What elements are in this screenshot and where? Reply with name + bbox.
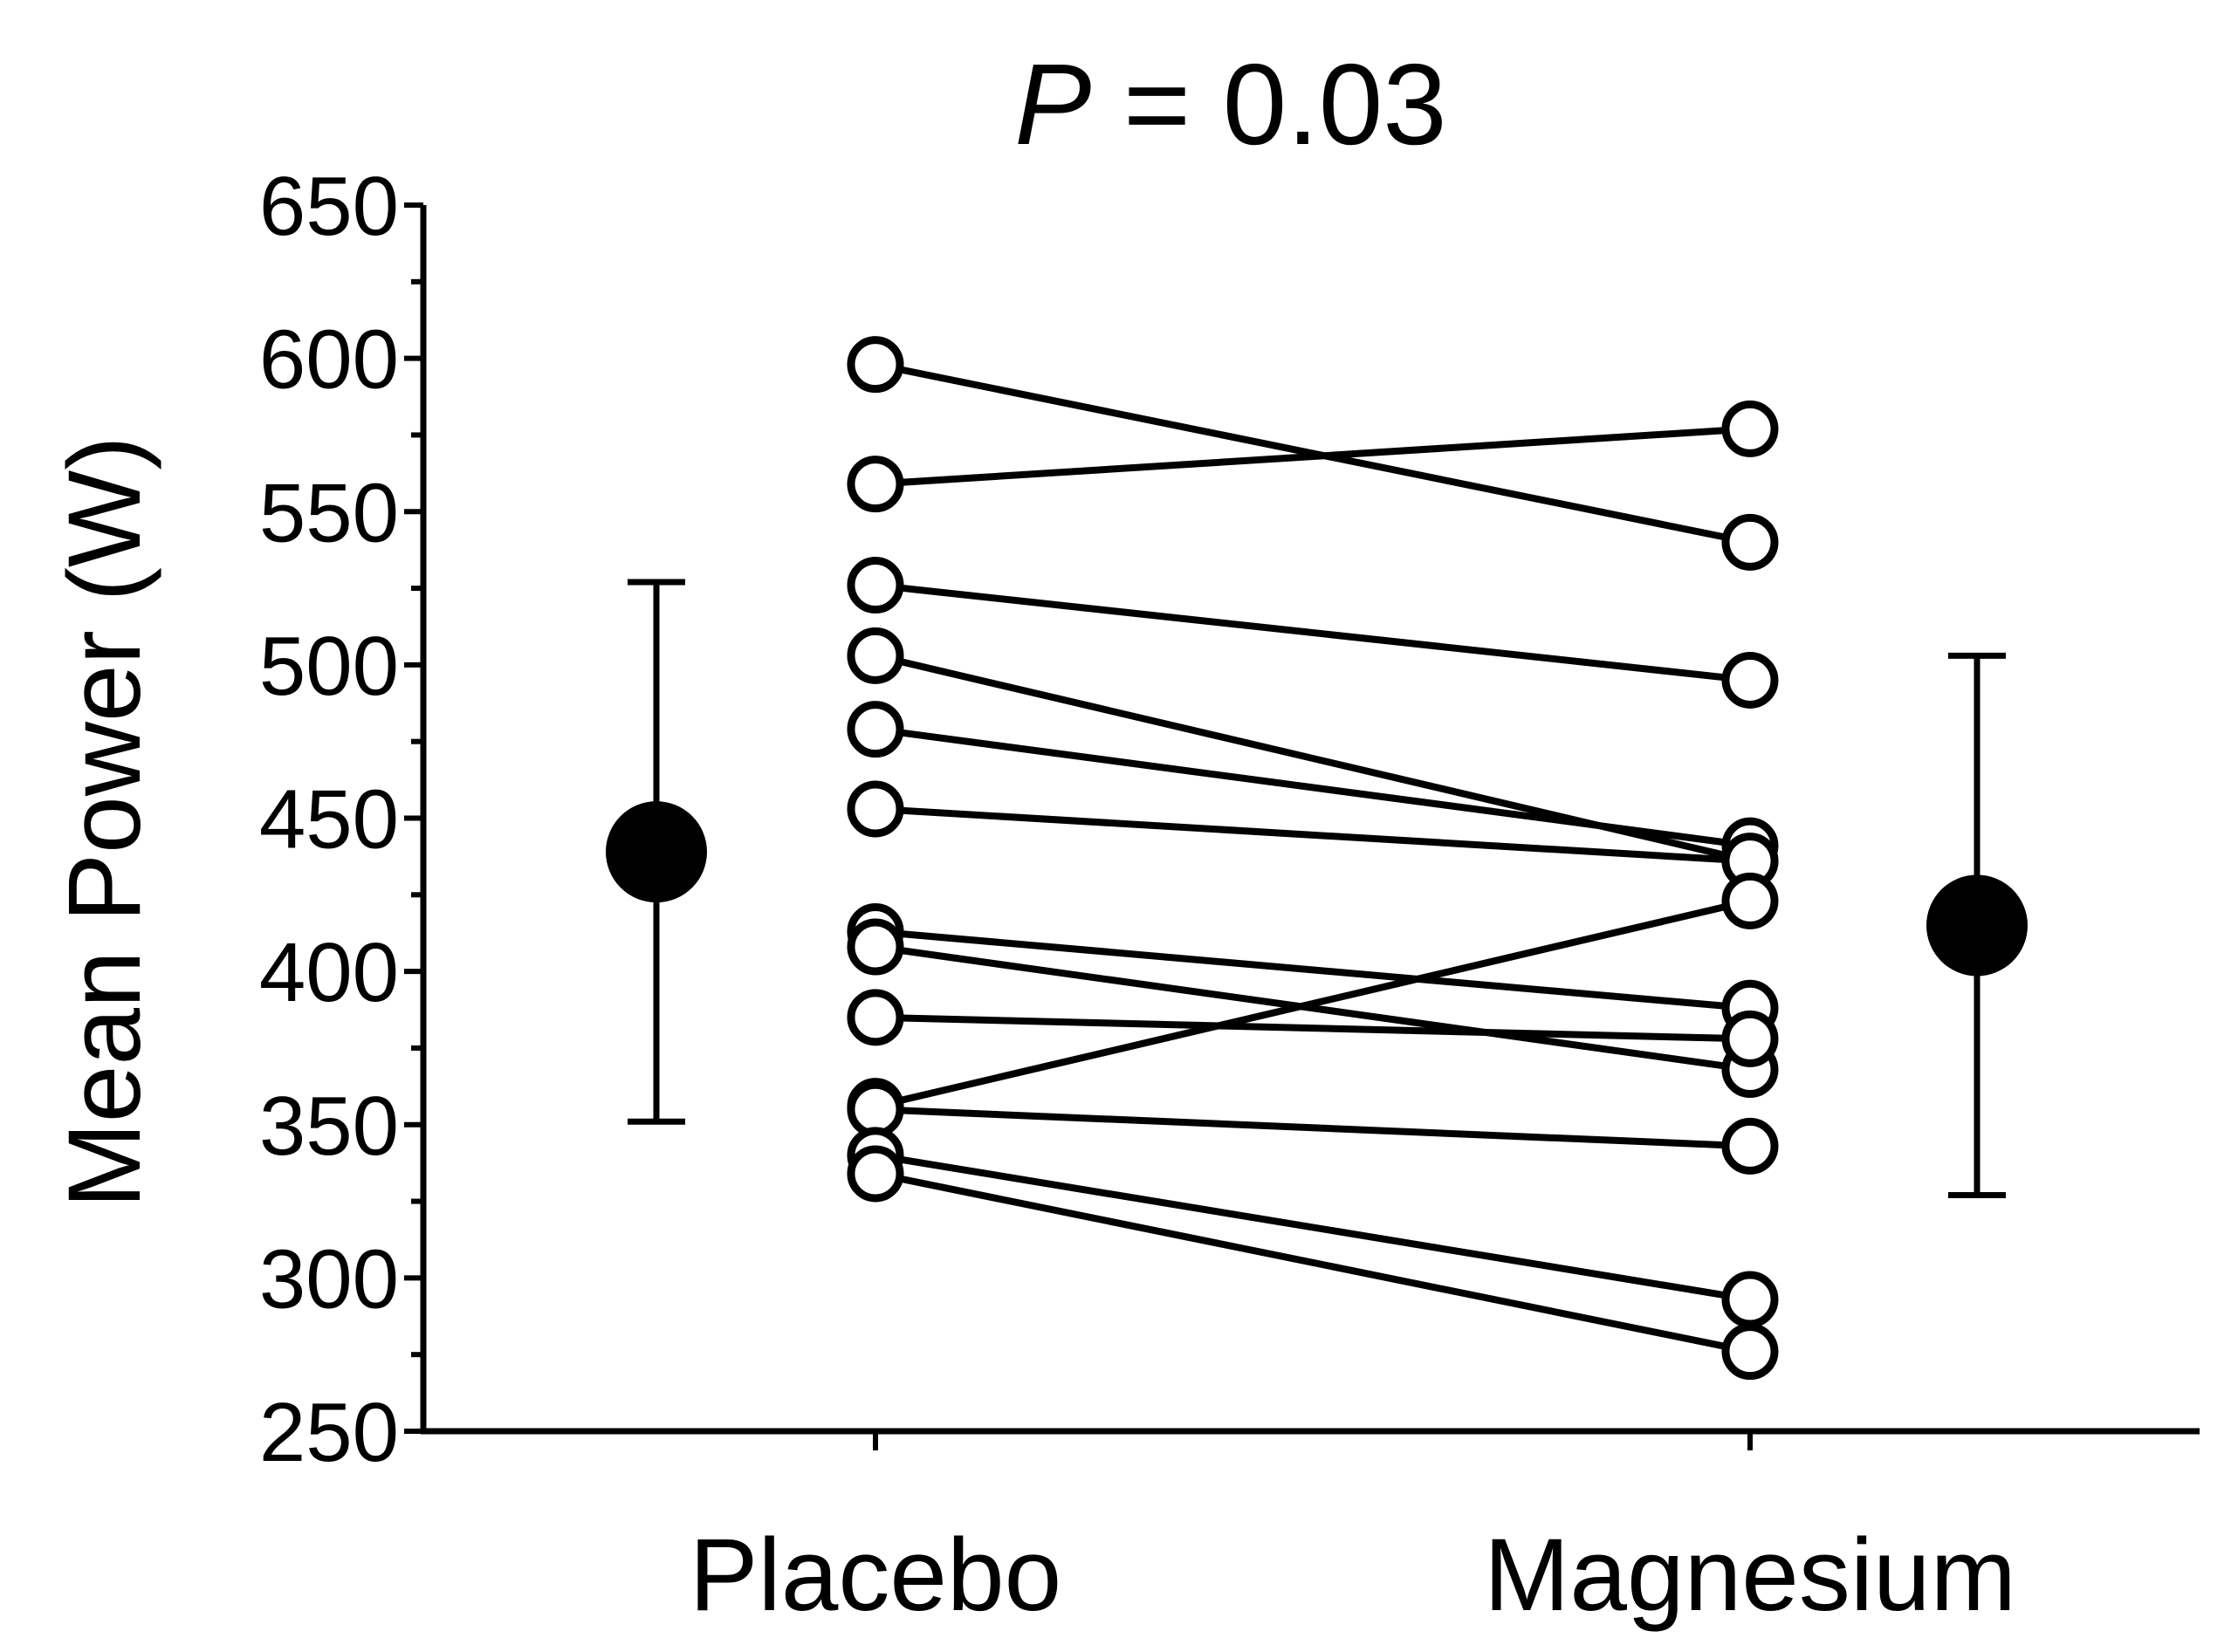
magnesium-point-10: [1721, 872, 1779, 929]
chart-title: P = 0.03: [1014, 40, 1446, 168]
magnesium-mean-point: [1926, 874, 2028, 977]
subject-line-7: [875, 928, 1751, 1012]
subject-line-6: [875, 805, 1751, 865]
subject-line-5: [875, 725, 1751, 850]
subject-line-11: [875, 1106, 1751, 1150]
placebo-point-4: [847, 627, 904, 684]
y-tick-label: 300: [259, 1232, 399, 1326]
placebo-point-3: [847, 557, 904, 614]
placebo-point-6: [847, 780, 904, 838]
y-axis-label: Mean Power (W): [47, 435, 162, 1208]
magnesium-point-11: [1721, 1117, 1779, 1175]
placebo-point-13: [847, 1145, 904, 1203]
placebo-point-1: [847, 336, 904, 394]
y-tick-label: 250: [259, 1386, 399, 1479]
placebo-point-5: [847, 701, 904, 758]
subject-line-12: [875, 1151, 1751, 1303]
subject-line-3: [875, 581, 1751, 684]
subject-line-2: [875, 425, 1751, 488]
placebo-mean-point: [606, 801, 707, 903]
placebo-point-11: [847, 1080, 904, 1138]
placebo-point-9: [847, 989, 904, 1046]
axes: 250 300 350 400 450 500 550 600 650 Placebo Magnes…: [259, 160, 2200, 1633]
title-rest: = 0.03: [1091, 40, 1446, 168]
subject-lines: [875, 360, 1751, 1355]
subject-line-13: [875, 1170, 1751, 1355]
y-tick-label: 400: [259, 926, 399, 1019]
magnesium-point-12: [1721, 1271, 1779, 1328]
title-italic-p: P: [1014, 40, 1091, 168]
magnesium-point-9: [1721, 1010, 1779, 1067]
y-tick-label: 450: [259, 773, 399, 867]
placebo-point-8: [847, 918, 904, 976]
magnesium-point-2: [1721, 400, 1779, 457]
group-means: [606, 579, 2028, 1199]
y-tick-label: 350: [259, 1080, 399, 1173]
subject-line-10: [875, 897, 1751, 1110]
magnesium-point-13: [1721, 1323, 1779, 1381]
subject-line-8: [875, 943, 1751, 1073]
y-tick-label: 500: [259, 620, 399, 713]
subject-line-9: [875, 1013, 1751, 1043]
x-tick-label-magnesium: Magnesium: [1484, 1518, 2016, 1633]
y-tick-label: 650: [259, 160, 399, 253]
x-tick-label-placebo: Placebo: [690, 1518, 1061, 1633]
subject-points: [847, 336, 1779, 1381]
y-tick-label: 600: [259, 313, 399, 407]
y-tick-label: 550: [259, 466, 399, 559]
placebo-point-2: [847, 456, 904, 513]
magnesium-point-3: [1721, 651, 1779, 709]
magnesium-point-1: [1721, 513, 1779, 571]
